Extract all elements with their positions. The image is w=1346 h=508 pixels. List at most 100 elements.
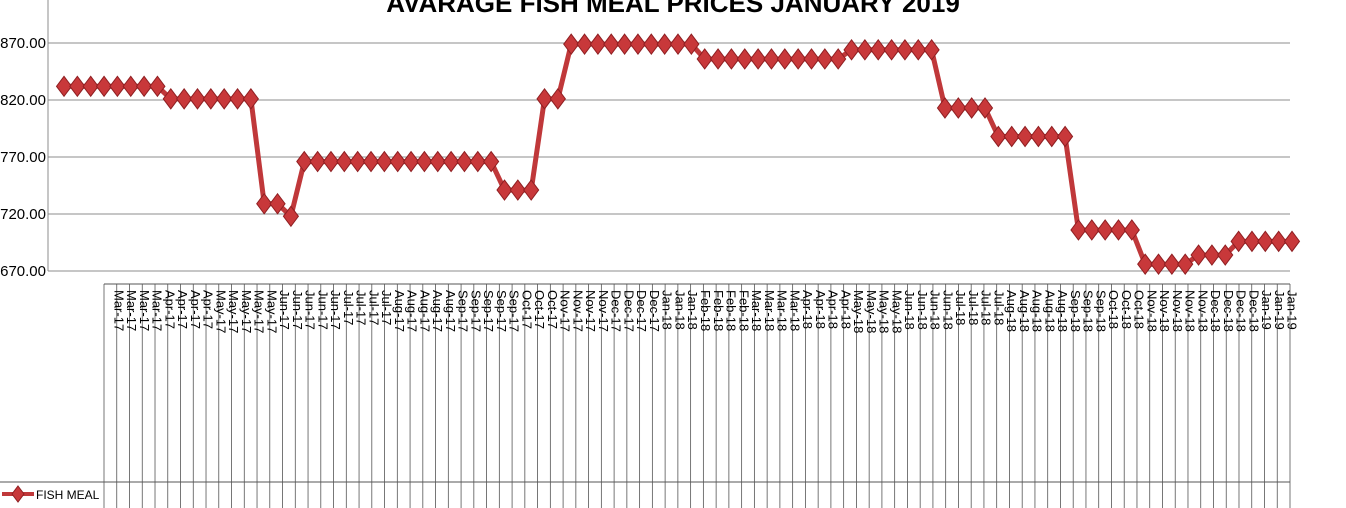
- data-point: [176, 88, 193, 110]
- x-category-label: Mar-17: [111, 290, 126, 331]
- x-category-label: Dec-18: [1234, 290, 1249, 332]
- data-point: [229, 88, 246, 110]
- y-axis-ticks: 670.00 720.00 770.00 820.00 870.00: [0, 35, 46, 280]
- data-point: [976, 97, 994, 119]
- x-category-label: Nov-18: [1144, 290, 1159, 332]
- x-category-label: Feb-18: [724, 290, 739, 331]
- data-point: [950, 97, 967, 119]
- data-point: [349, 150, 366, 173]
- data-point: [843, 39, 860, 61]
- data-point: [1230, 230, 1247, 253]
- x-category-label: Oct-18: [1106, 290, 1121, 329]
- data-point: [82, 75, 99, 98]
- data-point: [336, 150, 353, 173]
- x-category-label: Jul-18: [953, 290, 968, 325]
- x-category-label: Mar-17: [150, 290, 165, 331]
- data-point: [603, 33, 620, 55]
- data-point: [589, 33, 607, 55]
- data-point: [536, 88, 553, 110]
- data-point: [1030, 125, 1047, 148]
- x-category-label: Jan-19: [1285, 290, 1300, 330]
- data-point: [896, 39, 914, 61]
- x-category-label: Oct-17: [545, 290, 560, 329]
- data-point: [803, 48, 820, 70]
- data-point: [1056, 125, 1074, 148]
- x-category-label: Oct-18: [1132, 290, 1147, 329]
- data-point: [776, 48, 793, 70]
- x-category-label: Jun-18: [902, 290, 917, 330]
- data-point: [216, 88, 233, 110]
- x-category-label: Jul-18: [979, 290, 994, 325]
- x-category-label: Apr-17: [188, 290, 203, 329]
- data-point: [1016, 125, 1034, 148]
- x-category-label: Aug-18: [1030, 290, 1045, 332]
- data-point: [1257, 230, 1274, 253]
- data-point: [109, 75, 126, 98]
- x-category-label: Jun-18: [940, 290, 955, 330]
- data-point: [242, 88, 259, 110]
- x-category-label: Apr-17: [201, 290, 216, 329]
- x-category-label: Sep-18: [1093, 290, 1108, 332]
- data-point: [135, 75, 153, 98]
- data-point: [696, 48, 713, 70]
- data-point: [1190, 244, 1207, 266]
- x-category-label: Jul-18: [966, 290, 981, 325]
- data-point: [643, 33, 660, 55]
- x-category-label: Jul-17: [366, 290, 381, 325]
- data-point: [669, 33, 687, 55]
- data-point: [402, 150, 420, 173]
- x-category-label: Jul-17: [379, 290, 394, 325]
- x-category-label: Jan-18: [660, 290, 675, 330]
- x-category-label: Aug-17: [430, 290, 445, 332]
- x-category-label: May-18: [851, 290, 866, 333]
- data-point: [442, 150, 460, 173]
- data-point: [202, 88, 219, 110]
- x-category-label: Feb-18: [711, 290, 726, 331]
- data-point: [1110, 219, 1127, 241]
- x-category-label: Aug-17: [392, 290, 407, 332]
- x-category-label: May-17: [213, 290, 228, 333]
- data-point: [1097, 219, 1114, 241]
- x-category-label: Mar-18: [749, 290, 764, 331]
- data-point: [309, 150, 326, 173]
- x-category-label: Jan-19: [1259, 290, 1274, 330]
- data-point: [496, 179, 513, 201]
- data-point: [1043, 125, 1060, 148]
- x-category-label: Aug-18: [1055, 290, 1070, 332]
- x-category-label: Feb-18: [698, 290, 713, 331]
- x-category-label: May-17: [264, 290, 279, 333]
- data-point: [416, 150, 433, 173]
- x-category-label: Oct-17: [519, 290, 534, 329]
- data-point: [763, 48, 780, 70]
- data-point: [830, 48, 847, 70]
- x-category-label: Aug-17: [443, 290, 458, 332]
- x-category-label: Oct-18: [1119, 290, 1134, 329]
- x-category-label: Jun-17: [290, 290, 305, 330]
- x-category-label: Jan-19: [1272, 290, 1287, 330]
- x-category-label: Aug-17: [417, 290, 432, 332]
- x-category-label: Apr-18: [800, 290, 815, 329]
- x-category-label: Dec-18: [1221, 290, 1236, 332]
- x-category-label: Apr-18: [826, 290, 841, 329]
- data-point: [523, 179, 540, 201]
- data-point: [923, 39, 940, 61]
- data-point: [1163, 253, 1180, 275]
- data-point: [683, 33, 700, 55]
- y-tick-label: 720.00: [0, 206, 46, 223]
- y-tick-label: 870.00: [0, 35, 46, 52]
- x-category-label: Apr-17: [162, 290, 177, 329]
- data-point: [936, 97, 954, 119]
- series-fish-meal: [55, 33, 1301, 275]
- x-category-label: Oct-17: [532, 290, 547, 329]
- data-point: [322, 150, 340, 173]
- x-category-label: Sep-17: [494, 290, 509, 332]
- x-category-label: May-18: [877, 290, 892, 333]
- x-category-label: Jun-17: [277, 290, 292, 330]
- x-category-label: Jan-18: [685, 290, 700, 330]
- x-category-label: Jul-17: [341, 290, 356, 325]
- x-category-label: Jun-17: [315, 290, 330, 330]
- data-point: [469, 150, 486, 173]
- x-category-label: Nov-18: [1183, 290, 1198, 332]
- x-category-label: Sep-17: [456, 290, 471, 332]
